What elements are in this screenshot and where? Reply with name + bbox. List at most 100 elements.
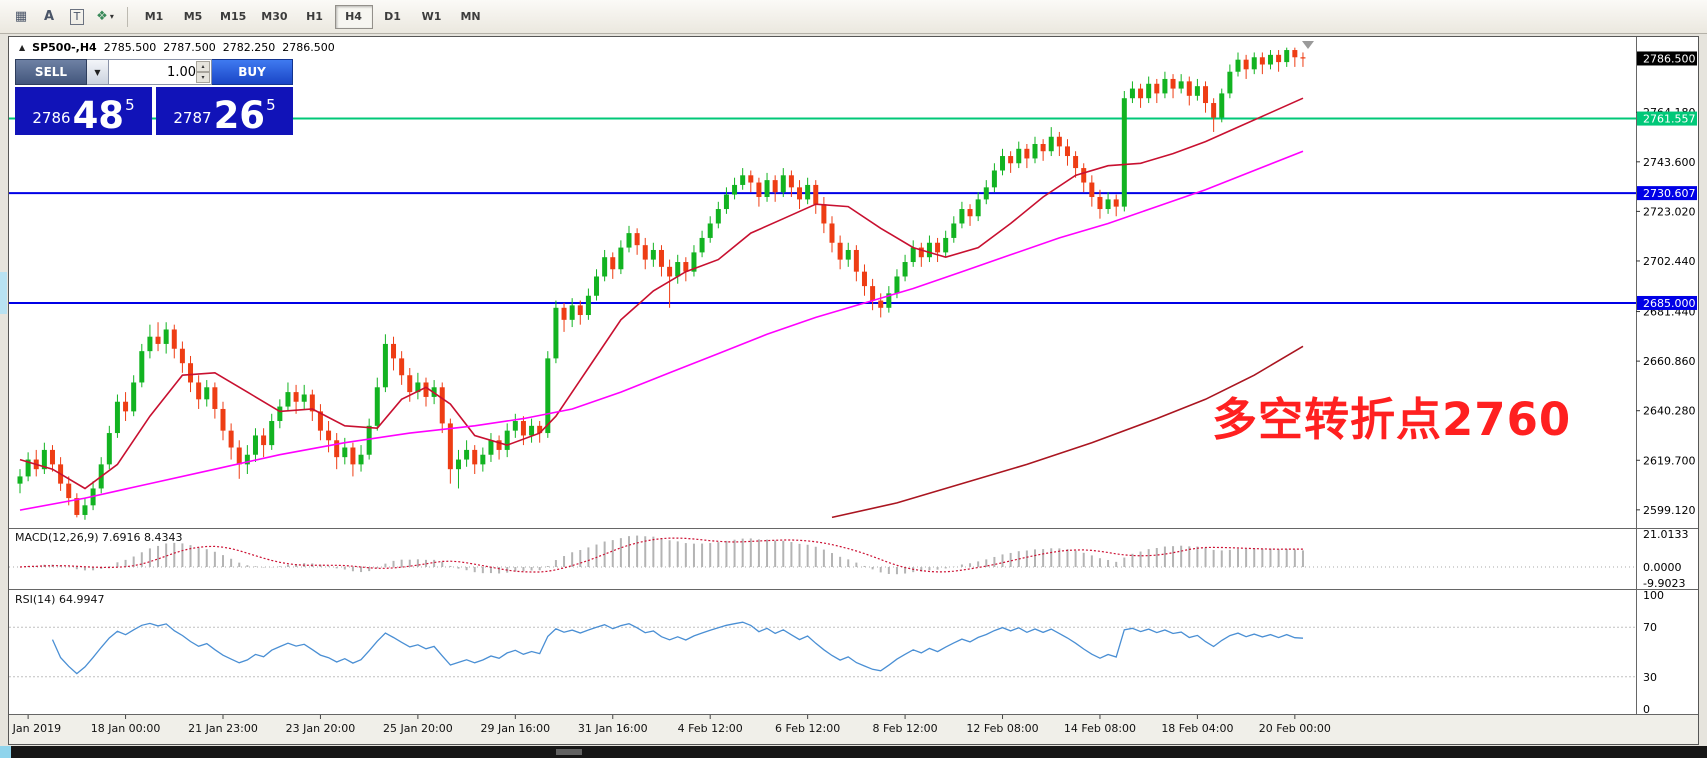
macd-histogram [27, 535, 1304, 575]
svg-text:2730.607: 2730.607 [1643, 187, 1696, 200]
stepper-down-icon[interactable]: ▾ [196, 72, 210, 83]
ohlc-low: 2782.250 [222, 41, 276, 54]
svg-text:20 Feb 00:00: 20 Feb 00:00 [1259, 722, 1331, 735]
chevron-down-icon: ▾ [109, 12, 114, 21]
svg-text:12 Feb 08:00: 12 Feb 08:00 [966, 722, 1038, 735]
volume-box: ▴ ▾ [109, 59, 212, 85]
macd-signal-line [19, 537, 1303, 573]
buy-price-sup: 5 [266, 96, 276, 114]
svg-text:4 Feb 12:00: 4 Feb 12:00 [678, 722, 743, 735]
ma-fast-red [19, 97, 1304, 490]
svg-text:2685.000: 2685.000 [1643, 297, 1696, 310]
svg-text:2702.440: 2702.440 [1643, 255, 1696, 268]
svg-text:0: 0 [1643, 703, 1650, 716]
svg-text:16 Jan 2019: 16 Jan 2019 [9, 722, 61, 735]
timeframe-d1[interactable]: D1 [384, 10, 401, 23]
svg-text:100: 100 [1643, 589, 1664, 602]
symbol-trend-icon: ▲ [19, 43, 26, 52]
macd-signal-value: 8.4343 [144, 531, 183, 544]
h-scrollbar[interactable] [0, 746, 1707, 758]
time-axis[interactable] [9, 715, 1698, 744]
timeframe-m15[interactable]: M15 [220, 10, 247, 23]
toolbar-separator [127, 6, 128, 27]
chart-canvas[interactable]: 2764.1802743.6002723.0202702.4402681.440… [9, 37, 1698, 744]
buy-quote-tile[interactable]: 2787 26 5 [156, 87, 293, 135]
chevron-down-icon: ▼ [94, 67, 101, 77]
sell-price-big: 48 [72, 93, 125, 137]
scrollbar-thumb[interactable] [556, 749, 582, 755]
macd-main-value: 7.6916 [102, 531, 141, 544]
chart-shift-marker[interactable] [1302, 41, 1314, 49]
ohlc-close: 2786.500 [282, 41, 335, 54]
text-tool-icon[interactable]: T [64, 5, 90, 29]
sell-price-prefix: 2786 [32, 109, 71, 127]
stepper-up-icon[interactable]: ▴ [196, 61, 210, 72]
rsi-name: RSI(14) [15, 593, 56, 606]
chart-template-icon[interactable]: ▦ [8, 5, 34, 29]
svg-text:29 Jan 16:00: 29 Jan 16:00 [480, 722, 550, 735]
chart-header: ▲ SP500-,H4 2785.500 2787.500 2782.250 2… [19, 41, 335, 54]
top-toolbar: ▦ A T ❖ ▾ M1 M5 M15 M30 H1 H4 D1 W1 MN [0, 0, 1707, 34]
sell-price-sup: 5 [125, 96, 135, 114]
buy-price-prefix: 2787 [173, 109, 212, 127]
one-click-trading-panel: SELL ▼ ▴ ▾ BUY 2786 48 5 2787 26 [15, 59, 293, 135]
timeframe-h1[interactable]: H1 [306, 10, 323, 23]
timeframe-w1[interactable]: W1 [421, 10, 442, 23]
volume-dropdown-button[interactable]: ▼ [87, 59, 109, 85]
sell-quote-tile[interactable]: 2786 48 5 [15, 87, 152, 135]
objects-glyph: ❖ [96, 9, 108, 24]
svg-text:2660.860: 2660.860 [1643, 355, 1696, 368]
volume-stepper: ▴ ▾ [196, 61, 210, 83]
scrollbar-corner [0, 746, 11, 758]
svg-text:25 Jan 20:00: 25 Jan 20:00 [383, 722, 453, 735]
time-axis-labels: 16 Jan 2019 18 Jan 00:00 21 Jan 23:00 23 Ja… [9, 715, 1331, 735]
docked-panel-tab[interactable] [0, 272, 7, 314]
ma-medium-magenta [19, 150, 1304, 511]
volume-input[interactable] [120, 63, 200, 81]
ohlc-high: 2787.500 [163, 41, 216, 54]
svg-text:2723.020: 2723.020 [1643, 205, 1696, 218]
svg-text:18 Jan 00:00: 18 Jan 00:00 [91, 722, 161, 735]
svg-text:2743.600: 2743.600 [1643, 156, 1696, 169]
buy-button[interactable]: BUY [212, 59, 293, 85]
macd-indicator-label: MACD(12,26,9) 7.6916 8.4343 [15, 531, 183, 544]
svg-text:70: 70 [1643, 621, 1657, 634]
rsi-value: 64.9947 [58, 593, 105, 606]
svg-text:14 Feb 08:00: 14 Feb 08:00 [1064, 722, 1136, 735]
svg-text:21.0133: 21.0133 [1643, 528, 1689, 541]
timeframe-m30[interactable]: M30 [261, 10, 288, 23]
svg-text:21 Jan 23:00: 21 Jan 23:00 [188, 722, 258, 735]
timeframe-m5[interactable]: M5 [183, 10, 203, 23]
ma-slow-darkred [831, 345, 1304, 519]
text-tool-glyph: T [69, 8, 85, 25]
timeframe-h4[interactable]: H4 [334, 4, 373, 29]
svg-text:2599.120: 2599.120 [1643, 504, 1696, 517]
svg-text:30: 30 [1643, 671, 1657, 684]
font-tool-icon[interactable]: A [36, 5, 62, 29]
svg-text:31 Jan 16:00: 31 Jan 16:00 [578, 722, 648, 735]
svg-text:8 Feb 12:00: 8 Feb 12:00 [872, 722, 937, 735]
font-tool-glyph: A [43, 9, 55, 24]
candlestick-series[interactable] [17, 47, 1306, 520]
svg-text:-9.9023: -9.9023 [1643, 577, 1685, 590]
objects-dropdown-icon[interactable]: ❖ ▾ [92, 5, 118, 29]
timeframe-mn[interactable]: MN [460, 10, 481, 23]
svg-text:2761.557: 2761.557 [1643, 113, 1696, 126]
symbol-timeframe-label: SP500-,H4 [32, 41, 97, 54]
svg-text:18 Feb 04:00: 18 Feb 04:00 [1161, 722, 1233, 735]
svg-text:2640.280: 2640.280 [1643, 405, 1696, 418]
sell-button[interactable]: SELL [15, 59, 87, 85]
svg-text:2786.500: 2786.500 [1643, 52, 1696, 65]
ohlc-open: 2785.500 [103, 41, 157, 54]
price-axis[interactable]: 2764.1802743.6002723.0202702.4402681.440… [1636, 51, 1697, 716]
chart-window: 2764.1802743.6002723.0202702.4402681.440… [8, 36, 1699, 745]
timeframe-m1[interactable]: M1 [144, 10, 164, 23]
macd-name: MACD(12,26,9) [15, 531, 99, 544]
rsi-indicator-label: RSI(14) 64.9947 [15, 593, 104, 606]
chart-template-glyph: ▦ [14, 9, 28, 24]
trend-annotation[interactable]: 多空转折点2760 [1212, 393, 1572, 446]
svg-text:2619.700: 2619.700 [1643, 454, 1696, 467]
rsi-line [51, 621, 1304, 675]
buy-price-big: 26 [213, 93, 266, 137]
svg-text:23 Jan 20:00: 23 Jan 20:00 [286, 722, 356, 735]
